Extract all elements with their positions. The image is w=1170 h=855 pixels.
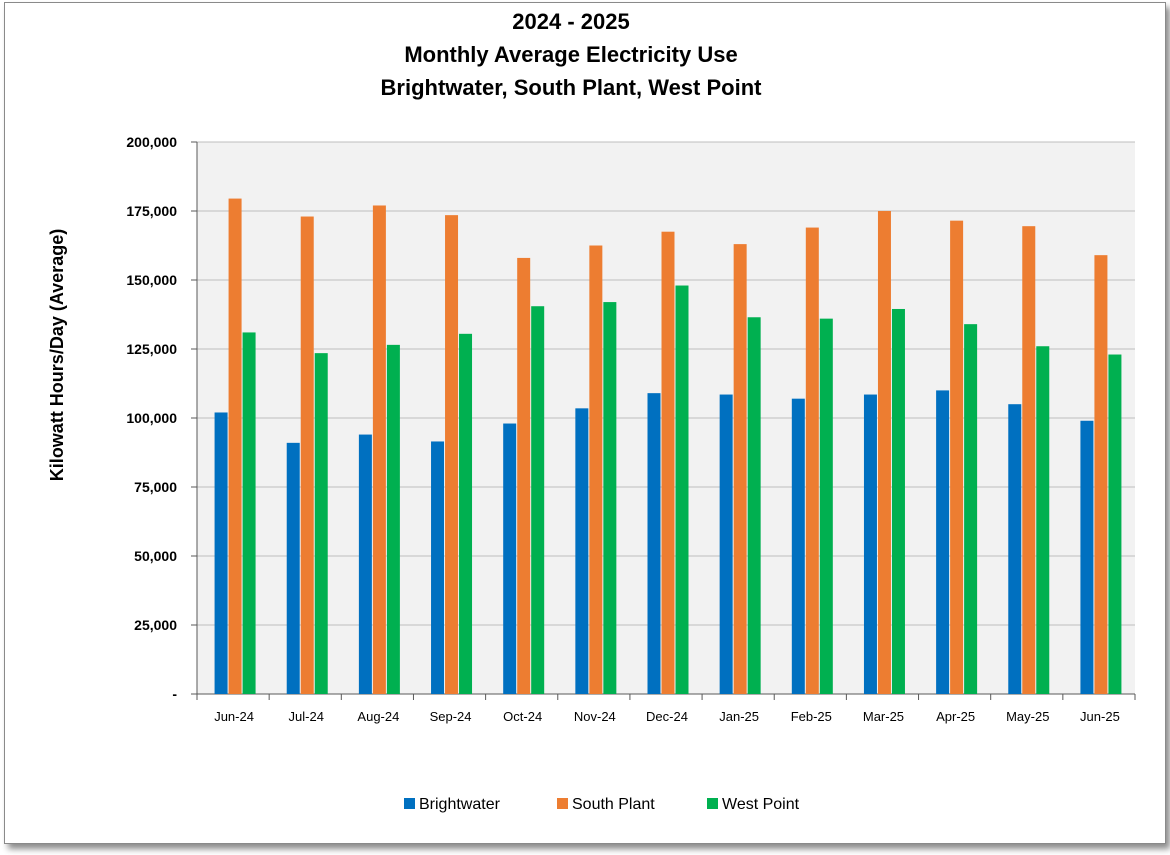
bar-brightwater [647, 393, 661, 694]
bar-brightwater [791, 398, 805, 694]
bar-west-point [964, 324, 978, 694]
legend-swatch-west-point [707, 798, 718, 809]
bar-south-plant [877, 211, 891, 694]
chart-title-line-2: Monthly Average Electricity Use [404, 42, 737, 67]
legend-label-south-plant: South Plant [572, 796, 655, 813]
bar-brightwater [936, 390, 950, 694]
x-tick-label: Dec-24 [646, 709, 688, 724]
x-tick-label: Oct-24 [503, 709, 542, 724]
bar-brightwater [286, 442, 300, 694]
y-tick-label: 75,000 [134, 479, 177, 495]
bar-west-point [1108, 354, 1122, 694]
bar-south-plant [805, 227, 819, 694]
bar-west-point [819, 318, 833, 694]
y-tick-label: 25,000 [134, 617, 177, 633]
legend-swatch-south-plant [557, 798, 568, 809]
y-tick-label: 150,000 [126, 272, 177, 288]
bar-south-plant [589, 245, 603, 694]
x-tick-label: Mar-25 [863, 709, 904, 724]
chart-title-line-3: Brightwater, South Plant, West Point [381, 75, 763, 100]
bar-brightwater [1080, 420, 1094, 694]
bar-brightwater [1008, 404, 1022, 694]
bar-south-plant [372, 205, 386, 695]
bar-south-plant [228, 198, 242, 694]
bar-south-plant [950, 220, 964, 694]
bar-west-point [603, 302, 617, 694]
bar-west-point [459, 333, 473, 694]
bar-brightwater [431, 441, 445, 694]
bar-west-point [1036, 346, 1050, 694]
bar-west-point [675, 285, 689, 694]
bar-brightwater [719, 394, 733, 694]
legend-swatch-brightwater [404, 798, 415, 809]
x-tick-label: Jun-25 [1080, 709, 1120, 724]
chart-title-line-1: 2024 - 2025 [512, 9, 629, 34]
bar-south-plant [1022, 226, 1036, 694]
legend: Brightwater South Plant West Point [404, 796, 800, 813]
bar-brightwater [214, 412, 228, 694]
bar-south-plant [300, 216, 314, 694]
x-tick-label: Jul-24 [289, 709, 324, 724]
bar-west-point [314, 353, 328, 694]
y-axis-title: Kilowatt Hours/Day (Average) [47, 229, 67, 481]
bar-south-plant [661, 231, 675, 694]
bar-brightwater [358, 434, 372, 694]
x-tick-label: Jun-24 [214, 709, 254, 724]
bar-west-point [891, 308, 905, 694]
y-tick-label: 125,000 [126, 341, 177, 357]
x-tick-label: Aug-24 [357, 709, 399, 724]
bar-west-point [386, 344, 400, 694]
y-tick-label: 175,000 [126, 203, 177, 219]
y-tick-label: - [172, 686, 177, 702]
x-tick-label: Jan-25 [719, 709, 759, 724]
bar-south-plant [445, 215, 459, 694]
y-tick-label: 100,000 [126, 410, 177, 426]
bar-west-point [747, 317, 761, 694]
plot-area: - 25,000 50,000 75,000 100,000 125,000 150,000… [126, 134, 1136, 724]
bar-brightwater [503, 423, 517, 694]
y-tick-label: 200,000 [126, 134, 177, 150]
x-tick-label: Sep-24 [430, 709, 472, 724]
bar-south-plant [733, 244, 747, 694]
x-tick-label: May-25 [1006, 709, 1049, 724]
chart-frame: 2024 - 2025 Monthly Average Electricity … [4, 2, 1166, 844]
x-tick-label: Feb-25 [791, 709, 832, 724]
bar-south-plant [517, 257, 531, 694]
legend-label-brightwater: Brightwater [419, 796, 501, 813]
y-tick-label: 50,000 [134, 548, 177, 564]
bar-west-point [242, 332, 256, 694]
x-tick-label: Nov-24 [574, 709, 616, 724]
legend-label-west-point: West Point [722, 796, 800, 813]
chart-svg: 2024 - 2025 Monthly Average Electricity … [47, 9, 1136, 813]
chart-title: 2024 - 2025 Monthly Average Electricity … [381, 9, 763, 100]
bar-west-point [531, 306, 545, 694]
x-tick-label: Apr-25 [936, 709, 975, 724]
bar-south-plant [1094, 255, 1108, 694]
bar-brightwater [575, 408, 589, 694]
bar-brightwater [863, 394, 877, 694]
